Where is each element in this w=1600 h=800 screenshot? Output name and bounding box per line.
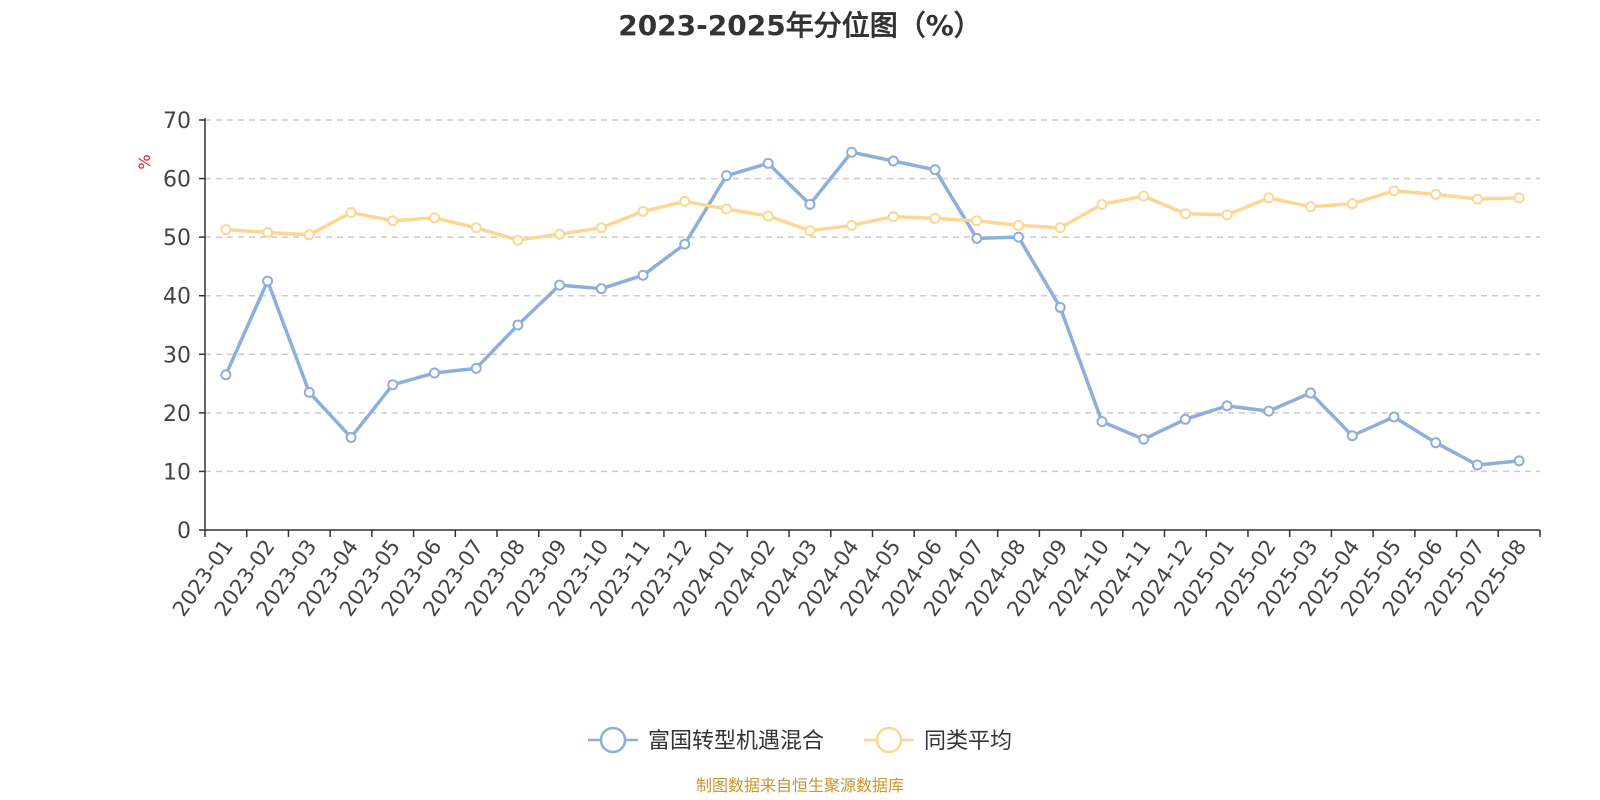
data-point[interactable] [1513,192,1525,204]
data-point[interactable] [1054,222,1066,234]
data-point[interactable] [1221,209,1233,221]
data-point[interactable] [846,146,858,158]
data-point[interactable] [1471,193,1483,205]
data-point[interactable] [971,215,983,227]
data-point[interactable] [1096,416,1108,428]
y-tick-label: 70 [163,109,191,134]
data-point[interactable] [1513,455,1525,467]
data-point[interactable] [971,232,983,244]
series-layer [220,146,1525,471]
data-point[interactable] [1346,430,1358,442]
legend-marker [875,726,903,754]
data-point[interactable] [846,219,858,231]
series-line-1 [224,150,1520,467]
data-point[interactable] [428,367,440,379]
data-point[interactable] [1346,198,1358,210]
data-point[interactable] [720,170,732,182]
data-point[interactable] [1263,192,1275,204]
data-point[interactable] [887,211,899,223]
data-point[interactable] [512,234,524,246]
data-point[interactable] [1221,400,1233,412]
data-point[interactable] [387,379,399,391]
data-point[interactable] [387,215,399,227]
data-point[interactable] [303,229,315,241]
data-point[interactable] [595,283,607,295]
data-point[interactable] [512,319,524,331]
data-point[interactable] [1305,387,1317,399]
y-tick-label: 20 [163,402,191,427]
data-point[interactable] [303,386,315,398]
data-point[interactable] [554,228,566,240]
y-tick-label: 10 [163,460,191,485]
data-point[interactable] [345,431,357,443]
y-tick-label: 30 [163,343,191,368]
data-point[interactable] [679,238,691,250]
data-point[interactable] [1305,201,1317,213]
y-tick-label: 50 [163,226,191,251]
data-point[interactable] [262,226,274,238]
data-point[interactable] [762,157,774,169]
data-point[interactable] [262,275,274,287]
data-point[interactable] [637,269,649,281]
legend-marker [599,726,627,754]
data-point[interactable] [1263,405,1275,417]
axis-layer: 010203040506070%2023-012023-022023-03202… [135,109,1541,621]
y-axis-label: % [135,154,154,169]
data-point[interactable] [1179,413,1191,425]
y-tick-label: 0 [177,519,191,544]
data-point[interactable] [345,207,357,219]
data-point[interactable] [595,222,607,234]
data-point[interactable] [887,155,899,167]
source-note: 制图数据来自恒生聚源数据库 [695,776,904,795]
data-point[interactable] [804,198,816,210]
data-point[interactable] [220,369,232,381]
data-point[interactable] [929,212,941,224]
series-line-2 [225,189,1520,242]
data-point[interactable] [804,225,816,237]
data-point[interactable] [1013,219,1025,231]
data-point[interactable] [470,222,482,234]
grid-layer [205,119,1540,473]
data-point[interactable] [1138,190,1150,202]
y-tick-label: 60 [163,168,191,193]
data-point[interactable] [1388,411,1400,423]
legend-label: 同类平均 [924,729,1012,754]
data-point[interactable] [1138,433,1150,445]
data-point[interactable] [470,362,482,374]
data-point[interactable] [929,164,941,176]
data-point[interactable] [1430,437,1442,449]
chart-title: 2023-2025年分位图（%） [618,9,982,42]
data-point[interactable] [679,195,691,207]
data-point[interactable] [428,212,440,224]
data-point[interactable] [1054,301,1066,313]
data-point[interactable] [1179,208,1191,220]
data-point[interactable] [1096,198,1108,210]
data-point[interactable] [1430,188,1442,200]
data-point[interactable] [637,205,649,217]
data-point[interactable] [762,210,774,222]
data-point[interactable] [1013,231,1025,243]
data-point[interactable] [1471,459,1483,471]
legend-label: 富国转型机遇混合 [648,729,824,754]
data-point[interactable] [1388,185,1400,197]
legend-item-2[interactable]: 同类平均 [864,726,1012,754]
legend-item-1[interactable]: 富国转型机遇混合 [588,726,824,754]
data-point[interactable] [720,203,732,215]
legend[interactable]: 富国转型机遇混合 同类平均 [588,726,1012,754]
data-point[interactable] [220,224,232,236]
y-tick-label: 40 [163,285,191,310]
data-point[interactable] [554,279,566,291]
